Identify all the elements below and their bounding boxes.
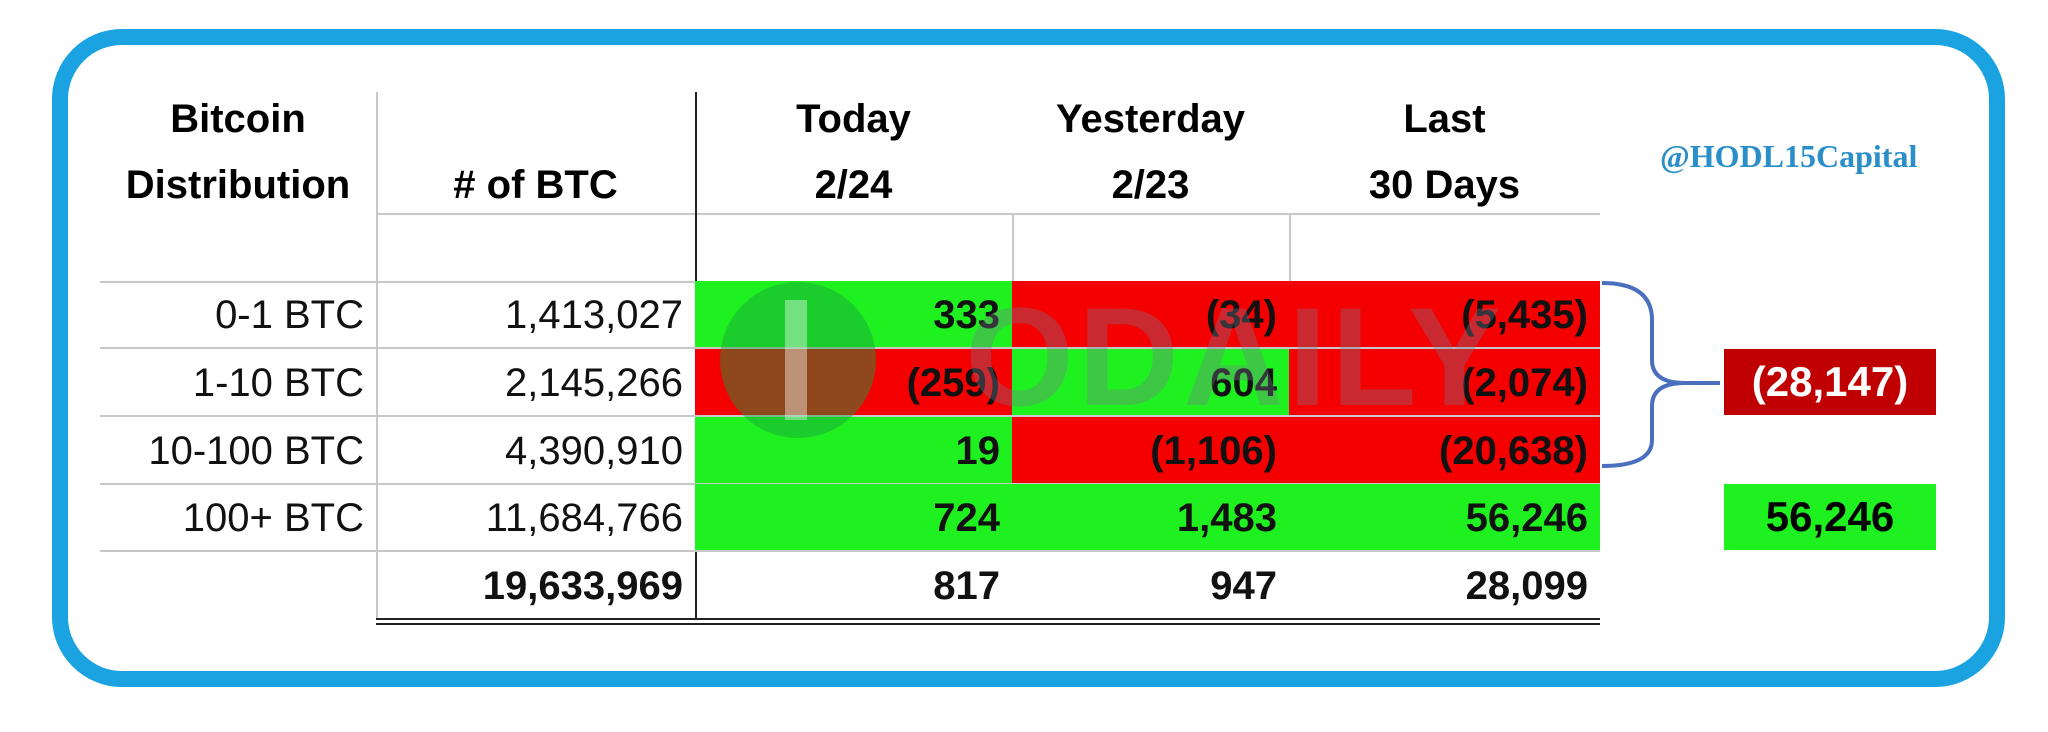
- grid-line: [1289, 213, 1291, 281]
- value-cell: 604: [1012, 349, 1289, 417]
- total-cell: 817: [933, 564, 1000, 608]
- watermark-logo: [720, 282, 876, 438]
- summary-positive: 56,246: [1724, 484, 1936, 550]
- value-cell: (5,435): [1289, 281, 1600, 349]
- value-cell: (259): [695, 349, 1012, 417]
- summary-negative: (28,147): [1724, 349, 1936, 415]
- value-cell: 1,413,027: [505, 293, 683, 337]
- grid-line: [376, 92, 378, 619]
- double-line: [376, 623, 1600, 625]
- handle: @HODL15Capital: [1660, 138, 1918, 174]
- header-cell: 2/24: [814, 163, 893, 207]
- grid-line: [100, 415, 1600, 417]
- value-cell: 11,684,766: [485, 496, 683, 540]
- value-cell: 333: [695, 281, 1012, 349]
- grid-line: [376, 213, 1600, 215]
- value-cell: (34): [1012, 281, 1289, 349]
- value-cell: (20,638): [1289, 417, 1600, 485]
- value-cell: (2,074): [1289, 349, 1600, 417]
- total-cell: 19,633,969: [482, 564, 683, 608]
- header-cell: # of BTC: [453, 163, 618, 207]
- grid-line: [100, 550, 1600, 552]
- grid-line: [100, 347, 1600, 349]
- frame: [52, 29, 2005, 687]
- total-cell: 947: [1210, 564, 1277, 608]
- total-cell: 28,099: [1465, 564, 1588, 608]
- value-cell: (1,106): [1012, 417, 1289, 485]
- grid-line: [1012, 213, 1014, 281]
- value-cell: 2,145,266: [505, 361, 683, 405]
- row-label: 100+ BTC: [182, 496, 364, 540]
- double-line: [376, 618, 1600, 620]
- value-cell: 724: [695, 484, 1012, 552]
- value-cell: 1,483: [1012, 484, 1289, 552]
- header-cell: Yesterday: [1055, 97, 1246, 141]
- row-label: 1-10 BTC: [192, 361, 364, 405]
- header-cell: Bitcoin: [170, 97, 306, 141]
- header-cell: Today: [796, 97, 911, 141]
- watermark-logo-bar: [785, 300, 807, 420]
- header-cell: 2/23: [1111, 163, 1190, 207]
- value-cell: 56,246: [1289, 484, 1600, 552]
- header-cell: 30 Days: [1368, 163, 1521, 207]
- row-label: 10-100 BTC: [148, 429, 364, 473]
- header-cell: Last: [1403, 97, 1486, 141]
- value-cell: 19: [695, 417, 1012, 485]
- row-label: 0-1 BTC: [215, 293, 364, 337]
- header-cell: Distribution: [125, 163, 351, 207]
- bracket-path: [1601, 281, 1720, 468]
- value-cell: 4,390,910: [505, 429, 683, 473]
